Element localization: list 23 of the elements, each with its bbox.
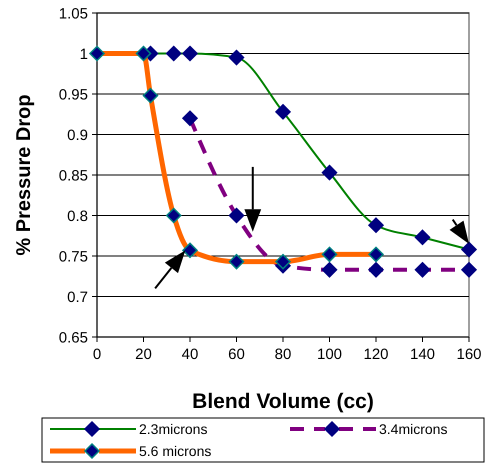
x-tick-label: 0: [92, 346, 102, 363]
x-axis-title: Blend Volume (cc): [192, 390, 374, 413]
y-axis-title: % Pressure Drop: [13, 94, 35, 256]
x-tick-label: 60: [228, 346, 245, 363]
y-tick-label: 0.7: [67, 288, 88, 306]
y-tick-label: 0.8: [67, 208, 88, 225]
y-tick-label: 0.75: [58, 248, 88, 266]
x-tick-label: 20: [135, 346, 152, 363]
y-tick-label: 0.95: [58, 86, 88, 104]
x-tick-label: 80: [274, 346, 292, 363]
y-tick-label: 0.9: [67, 126, 88, 144]
legend-label: 2.3microns: [139, 420, 208, 437]
y-tick-label: 0.65: [58, 329, 88, 346]
x-tick-label: 40: [182, 346, 198, 363]
legend-label: 3.4microns: [379, 420, 448, 437]
legend-label: 5.6 microns: [139, 442, 212, 459]
y-tick-label: 0.85: [58, 167, 88, 184]
x-tick-label: 140: [410, 346, 436, 363]
y-tick-label: 1: [80, 46, 88, 63]
y-tick-label: 1.05: [58, 5, 88, 22]
x-tick-label: 120: [363, 346, 389, 363]
x-tick-label: 160: [456, 346, 482, 363]
x-tick-label: 100: [316, 346, 342, 363]
